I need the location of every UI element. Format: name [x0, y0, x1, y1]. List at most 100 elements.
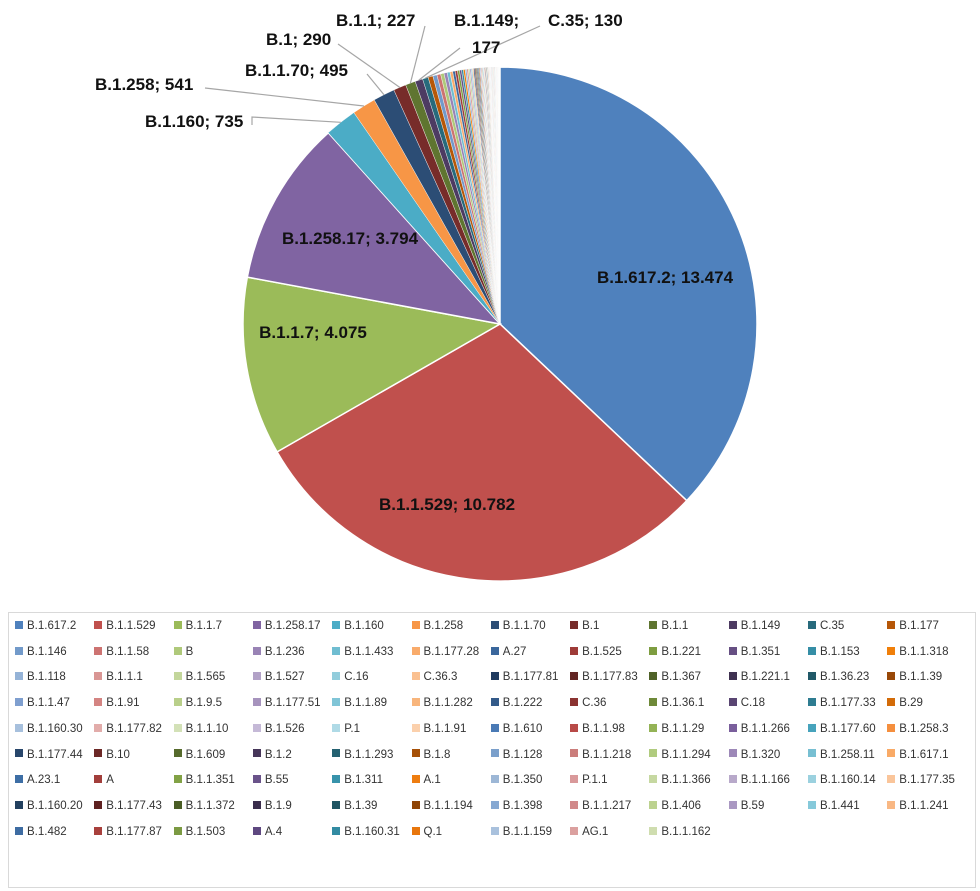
- legend-label: B.1.1.166: [740, 774, 790, 787]
- legend-swatch: [15, 620, 23, 629]
- legend-label: B.55: [264, 774, 289, 787]
- legend-item-b-1-177-43: B.1.177.43: [94, 798, 162, 814]
- legend-swatch: [173, 698, 182, 707]
- legend-swatch: [490, 775, 499, 784]
- data-label-b-1: B.1; 290: [266, 30, 331, 49]
- data-label-c-35: C.35; 130: [548, 11, 623, 30]
- legend-swatch: [649, 749, 658, 758]
- legend-label: B.1.177.83: [582, 671, 638, 684]
- legend-item-b-1-160: B.1.160: [332, 618, 384, 634]
- legend-swatch: [15, 646, 23, 655]
- legend-swatch: [570, 723, 579, 732]
- legend-label: A: [106, 774, 114, 787]
- legend-item-c-35: C.35: [808, 618, 844, 634]
- legend-swatch: [887, 646, 896, 655]
- legend-swatch: [94, 800, 103, 809]
- legend-label: B.1.398: [502, 799, 543, 812]
- legend-swatch: [728, 800, 737, 809]
- legend-swatch: [173, 749, 182, 758]
- legend-label: B.1.118: [27, 671, 66, 684]
- legend-swatch: [490, 646, 499, 655]
- legend-swatch: [332, 800, 341, 809]
- data-label-b-1-617-2: B.1.617.2; 13.474: [597, 268, 734, 287]
- legend-swatch: [808, 723, 816, 732]
- legend-label: B.1.36.1: [661, 697, 705, 710]
- legend-label: B.1.1.39: [899, 671, 943, 684]
- legend-item-b-1-1-10: B.1.1.10: [173, 721, 228, 737]
- legend-item-b-1-36-1: B.1.36.1: [649, 695, 704, 711]
- leader-lines: [204, 25, 541, 125]
- legend-swatch: [887, 723, 896, 732]
- legend-item-b-1-177-33: B.1.177.33: [808, 695, 876, 711]
- legend-item-b-1-503: B.1.503: [173, 824, 225, 840]
- legend-item-b-1-1-294: B.1.1.294: [649, 747, 711, 763]
- legend-label: B.1.1.529: [106, 620, 156, 632]
- leader-line-b-1: [337, 43, 401, 88]
- legend-item-b-1-222: B.1.222: [490, 695, 542, 711]
- legend-label: B: [185, 645, 194, 658]
- legend-label: B.1.1.7: [185, 620, 223, 632]
- legend-swatch: [411, 646, 420, 655]
- legend-label: B.1.177.28: [423, 645, 480, 658]
- legend-label: B.1.527: [264, 671, 305, 684]
- legend-swatch: [252, 723, 261, 732]
- data-label-b-1-160: B.1.160; 735: [145, 112, 243, 131]
- legend-label: B.1.1.98: [582, 722, 625, 735]
- legend-label: B.1.351: [740, 645, 781, 658]
- legend-item-b-55: B.55: [252, 772, 289, 788]
- legend-item-b-1-351: B.1.351: [728, 644, 781, 660]
- legend-label: C.16: [344, 671, 369, 684]
- legend-item-b-1-525: B.1.525: [570, 644, 622, 660]
- legend-item-c-36-3: C.36.3: [411, 669, 457, 685]
- legend: B.1.617.2 B.1.1.529 B.1.1.7 B.1.258.17 B.1.1…: [8, 612, 976, 888]
- legend-label: B.1.565: [185, 671, 226, 684]
- legend-label: B.1.160.31: [344, 825, 400, 838]
- legend-label: B.1.149: [740, 620, 781, 632]
- legend-swatch: [649, 826, 658, 835]
- legend-swatch: [570, 620, 579, 629]
- legend-item-c-16: C.16: [332, 669, 368, 685]
- data-label-b-1-1-70: B.1.1.70; 495: [245, 61, 348, 80]
- data-label-b-1-258-17: B.1.258.17; 3.794: [282, 229, 419, 248]
- legend-item-b-1-258-3: B.1.258.3: [887, 721, 949, 737]
- legend-label: B.1.1.351: [185, 774, 235, 787]
- legend-item-b-1-1-162: B.1.1.162: [649, 824, 711, 840]
- legend-label: B.1.177.44: [27, 748, 83, 761]
- legend-swatch: [94, 749, 103, 758]
- legend-label: A.27: [502, 645, 527, 658]
- legend-item-b-1-177-87: B.1.177.87: [94, 824, 162, 840]
- legend-item-b-1-221-1: B.1.221.1: [728, 669, 790, 685]
- legend-swatch: [15, 775, 23, 784]
- legend-item-b-1-1-351: B.1.1.351: [173, 772, 235, 788]
- legend-swatch: [173, 800, 182, 809]
- legend-swatch: [570, 646, 579, 655]
- legend-swatch: [887, 672, 896, 681]
- legend-label: B.1.160.20: [27, 799, 83, 812]
- leader-line-b-1-160: [251, 116, 341, 125]
- legend-swatch: [411, 698, 420, 707]
- legend-label: B.1.1.218: [582, 748, 632, 761]
- legend-label: B.10: [106, 748, 130, 761]
- legend-label: P.1: [344, 722, 360, 735]
- legend-swatch: [570, 698, 579, 707]
- legend-label: B.1: [582, 620, 600, 632]
- legend-item-b-1-350: B.1.350: [490, 772, 542, 788]
- pie-slice-b-1-258-17: [246, 131, 503, 326]
- legend-swatch: [332, 646, 341, 655]
- legend-swatch: [252, 620, 261, 629]
- legend-item-b-1-258-11: B.1.258.11: [808, 747, 875, 763]
- legend-label: C.36: [582, 697, 607, 710]
- pie-slice-b-1-1-529: [276, 323, 688, 582]
- legend-item-b: B: [173, 644, 194, 660]
- legend-item-b-1-177-83: B.1.177.83: [570, 669, 638, 685]
- legend-label: B.1.525: [582, 645, 622, 658]
- legend-swatch: [332, 672, 341, 681]
- legend-item-b-1-258: B.1.258: [411, 618, 463, 634]
- legend-swatch: [649, 723, 658, 732]
- data-labels: B.1.617.2; 13.474 B.1.1.529; 10.782 B.1.…: [95, 11, 734, 514]
- legend-label: A.23.1: [27, 774, 61, 787]
- legend-item-b-1-1-98: B.1.1.98: [570, 721, 625, 737]
- legend-item-b-1-9-5: B.1.9.5: [173, 695, 222, 711]
- legend-label: B.1.236: [264, 645, 305, 658]
- legend-item-b-1-367: B.1.367: [649, 669, 701, 685]
